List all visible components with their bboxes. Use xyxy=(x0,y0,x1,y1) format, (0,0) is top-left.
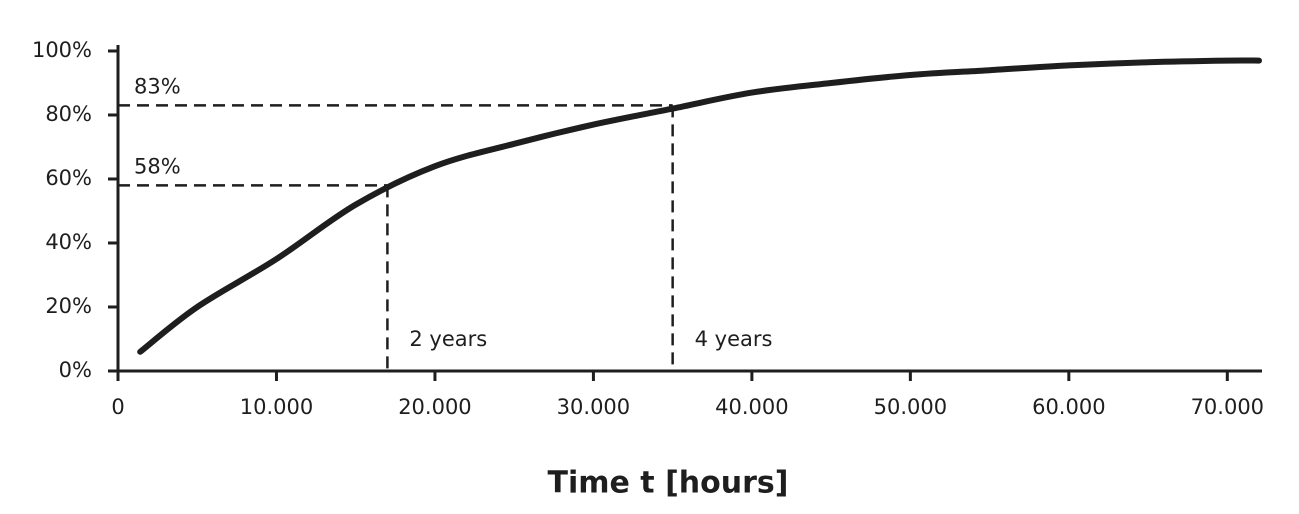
x-axis-label: Time t [hours] xyxy=(548,466,789,501)
x-tick-label: 40.000 xyxy=(715,395,788,419)
x-tick-label: 20.000 xyxy=(398,395,471,419)
y-tick-label: 100% xyxy=(32,38,92,62)
reference-y-label: 83% xyxy=(134,74,181,98)
x-tick-label: 30.000 xyxy=(557,395,630,419)
y-tick-label: 20% xyxy=(45,294,92,318)
x-tick-label: 0 xyxy=(111,395,124,419)
x-tick-label: 60.000 xyxy=(1032,395,1105,419)
x-tick-label: 10.000 xyxy=(240,395,313,419)
y-tick-label: 40% xyxy=(45,230,92,254)
x-tick-label: 70.000 xyxy=(1191,395,1264,419)
reference-y-label: 58% xyxy=(134,154,181,178)
x-tick-label: 50.000 xyxy=(874,395,947,419)
reference-x-label: 4 years xyxy=(695,327,773,351)
y-tick-label: 60% xyxy=(45,166,92,190)
y-tick-label: 0% xyxy=(59,358,92,382)
data-line xyxy=(137,57,1262,355)
y-tick-label: 80% xyxy=(45,102,92,126)
reference-x-label: 2 years xyxy=(409,327,487,351)
